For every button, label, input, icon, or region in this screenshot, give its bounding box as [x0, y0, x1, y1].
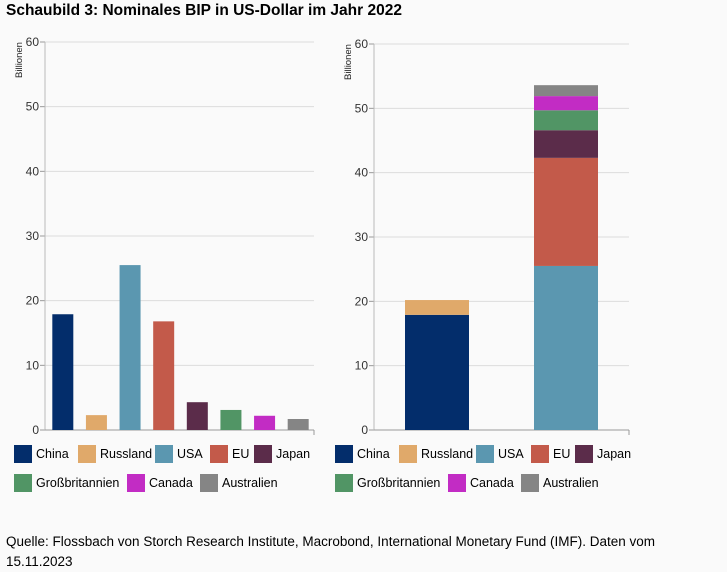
bar-eu — [153, 321, 175, 430]
right-legend-swatch — [521, 474, 539, 492]
stack-1-segment-china — [405, 314, 469, 430]
right-y-tick-label: 40 — [355, 166, 369, 180]
left-y-tick-label: 20 — [26, 294, 40, 308]
stack-2-segment-usa — [534, 265, 598, 430]
stack-2-segment-japan — [534, 130, 598, 158]
right-legend-swatch — [448, 474, 466, 492]
left-legend-label: Japan — [276, 447, 311, 461]
left-legend-label: Russland — [100, 447, 153, 461]
right-legend-swatch — [531, 445, 549, 463]
left-legend-swatch — [14, 445, 32, 463]
left-legend-swatch — [127, 474, 145, 492]
stack-2-segment-australien — [534, 85, 598, 97]
left-legend-item: Großbritannien — [14, 474, 119, 492]
right-y-axis-label: Billionen — [343, 44, 354, 80]
left-legend-swatch — [254, 445, 272, 463]
left-legend-item: USA — [155, 445, 203, 463]
right-legend-label: China — [357, 447, 390, 461]
left-legend-swatch — [78, 445, 96, 463]
left-y-tick-label: 60 — [26, 35, 40, 49]
chart-title: Schaubild 3: Nominales BIP in US-Dollar … — [6, 2, 402, 19]
left-y-tick-label: 50 — [26, 100, 40, 114]
left-y-axis-label: Billionen — [14, 42, 25, 78]
right-legend-item: EU — [531, 445, 570, 463]
right-legend-item: Canada — [448, 474, 514, 492]
left-legend-label: USA — [177, 447, 203, 461]
left-legend-label: Großbritannien — [36, 476, 120, 490]
right-y-tick-label: 60 — [355, 37, 369, 51]
right-legend-swatch — [335, 474, 353, 492]
left-legend-swatch — [155, 445, 173, 463]
bar-großbritannien — [220, 409, 242, 430]
right-legend-item: Russland — [399, 445, 473, 463]
left-legend-label: EU — [232, 447, 250, 461]
left-y-tick-label: 10 — [26, 358, 40, 372]
bar-japan — [186, 402, 208, 430]
right-legend-item: USA — [476, 445, 524, 463]
stack-2-segment-großbritannien — [534, 110, 598, 131]
right-legend-item: Australien — [521, 474, 599, 492]
source-note: Quelle: Flossbach von Storch Research In… — [6, 534, 656, 569]
right-legend-label: Russland — [421, 447, 474, 461]
right-y-tick-label: 30 — [355, 230, 369, 244]
right-legend-label: Großbritannien — [357, 476, 441, 490]
left-legend-swatch — [210, 445, 228, 463]
left-y-tick-label: 30 — [26, 229, 40, 243]
right-legend-label: Japan — [597, 447, 632, 461]
left-legend-item: Australien — [200, 474, 278, 492]
left-legend-label: China — [36, 447, 69, 461]
bar-usa — [119, 265, 141, 430]
bar-russland — [85, 415, 107, 430]
left-legend-item: Japan — [254, 445, 310, 463]
right-y-tick-label: 50 — [355, 101, 369, 115]
right-legend-item: Japan — [575, 445, 631, 463]
left-y-tick-label: 0 — [32, 423, 39, 437]
left-legend-item: China — [14, 445, 69, 463]
stack-1-segment-russland — [405, 300, 469, 315]
stack-2-segment-eu — [534, 157, 598, 266]
stack-2-segment-canada — [534, 96, 598, 111]
right-legend-label: Australien — [543, 476, 599, 490]
left-y-tick-label: 40 — [26, 164, 40, 178]
bar-australien — [287, 419, 309, 430]
right-legend-label: USA — [498, 447, 524, 461]
right-legend-swatch — [399, 445, 417, 463]
right-legend-label: Canada — [470, 476, 514, 490]
left-legend-label: Australien — [222, 476, 278, 490]
left-legend-swatch — [14, 474, 32, 492]
left-legend-item: EU — [210, 445, 249, 463]
right-y-tick-label: 20 — [355, 294, 369, 308]
left-legend-item: Canada — [127, 474, 193, 492]
bar-china — [52, 314, 74, 430]
left-legend-label: Canada — [149, 476, 193, 490]
left-legend-swatch — [200, 474, 218, 492]
left-legend-item: Russland — [78, 445, 152, 463]
right-legend-item: Großbritannien — [335, 474, 440, 492]
right-y-tick-label: 10 — [355, 359, 369, 373]
right-y-tick-label: 0 — [361, 423, 368, 437]
right-legend-swatch — [335, 445, 353, 463]
bar-canada — [254, 415, 276, 430]
right-legend-item: China — [335, 445, 390, 463]
right-legend-swatch — [476, 445, 494, 463]
right-legend-label: EU — [553, 447, 571, 461]
right-legend-swatch — [575, 445, 593, 463]
